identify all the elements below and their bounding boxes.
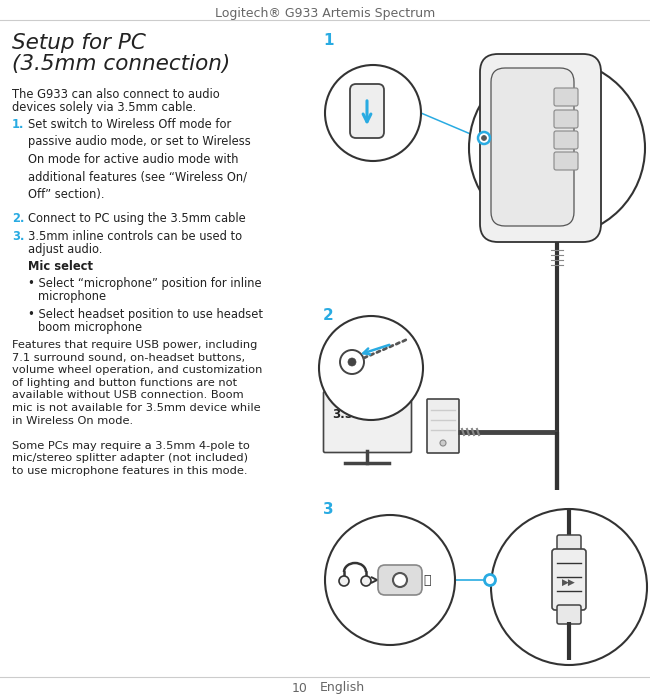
- Text: Set switch to Wireless Off mode for
passive audio mode, or set to Wireless
On mo: Set switch to Wireless Off mode for pass…: [28, 118, 251, 201]
- Circle shape: [340, 350, 364, 374]
- Text: ▶▶: ▶▶: [562, 578, 576, 587]
- Text: volume wheel operation, and customization: volume wheel operation, and customizatio…: [12, 365, 263, 375]
- Text: 1: 1: [323, 33, 333, 48]
- Text: mic/stereo splitter adapter (not included): mic/stereo splitter adapter (not include…: [12, 453, 248, 464]
- FancyBboxPatch shape: [480, 54, 601, 242]
- Text: Features that require USB power, including: Features that require USB power, includi…: [12, 340, 257, 350]
- Circle shape: [491, 509, 647, 665]
- Circle shape: [325, 65, 421, 161]
- Text: Logitech® G933 Artemis Spectrum: Logitech® G933 Artemis Spectrum: [215, 6, 435, 19]
- Text: microphone: microphone: [38, 290, 106, 303]
- Text: 3: 3: [323, 502, 333, 517]
- FancyBboxPatch shape: [557, 605, 581, 624]
- Circle shape: [339, 576, 349, 586]
- Text: 3.: 3.: [12, 230, 25, 243]
- Circle shape: [361, 576, 371, 586]
- Text: mic is not available for 3.5mm device while: mic is not available for 3.5mm device wh…: [12, 403, 261, 413]
- Text: • Select “microphone” position for inline: • Select “microphone” position for inlin…: [28, 277, 261, 290]
- Text: Connect to PC using the 3.5mm cable: Connect to PC using the 3.5mm cable: [28, 212, 246, 225]
- Text: OFF: OFF: [356, 150, 378, 160]
- Circle shape: [469, 60, 645, 236]
- Circle shape: [393, 573, 407, 587]
- Text: adjust audio.: adjust audio.: [28, 243, 103, 256]
- Text: • Select headset position to use headset: • Select headset position to use headset: [28, 308, 263, 321]
- Text: 3.5mm: 3.5mm: [332, 408, 378, 421]
- FancyBboxPatch shape: [557, 535, 581, 554]
- Text: in Wireless On mode.: in Wireless On mode.: [12, 416, 133, 425]
- FancyBboxPatch shape: [554, 88, 578, 106]
- FancyBboxPatch shape: [324, 391, 411, 452]
- FancyBboxPatch shape: [554, 131, 578, 149]
- Text: available without USB connection. Boom: available without USB connection. Boom: [12, 391, 244, 400]
- Text: of lighting and button functions are not: of lighting and button functions are not: [12, 378, 237, 388]
- Text: The G933 can also connect to audio: The G933 can also connect to audio: [12, 88, 220, 101]
- Circle shape: [348, 358, 356, 366]
- Text: 2.: 2.: [12, 212, 25, 225]
- Text: boom microphone: boom microphone: [38, 321, 142, 334]
- Text: to use microphone features in this mode.: to use microphone features in this mode.: [12, 466, 248, 476]
- Text: Setup for PC: Setup for PC: [12, 33, 146, 53]
- Text: 7.1 surround sound, on-headset buttons,: 7.1 surround sound, on-headset buttons,: [12, 352, 245, 363]
- FancyBboxPatch shape: [491, 68, 574, 226]
- FancyBboxPatch shape: [552, 549, 586, 610]
- FancyBboxPatch shape: [554, 152, 578, 170]
- Circle shape: [482, 136, 486, 140]
- Text: Some PCs may require a 3.5mm 4-pole to: Some PCs may require a 3.5mm 4-pole to: [12, 441, 250, 451]
- Text: devices solely via 3.5mm cable.: devices solely via 3.5mm cable.: [12, 101, 196, 114]
- FancyBboxPatch shape: [554, 110, 578, 128]
- Text: (3.5mm connection): (3.5mm connection): [12, 54, 230, 74]
- Circle shape: [325, 515, 455, 645]
- FancyBboxPatch shape: [350, 84, 384, 138]
- Text: 1.: 1.: [12, 118, 25, 131]
- FancyBboxPatch shape: [427, 399, 459, 453]
- Text: 🎤: 🎤: [423, 573, 431, 587]
- Text: 3.5mm inline controls can be used to: 3.5mm inline controls can be used to: [28, 230, 242, 243]
- Text: 10: 10: [292, 682, 308, 694]
- Text: 2: 2: [323, 308, 333, 323]
- FancyBboxPatch shape: [378, 565, 422, 595]
- Text: Mic select: Mic select: [28, 260, 93, 273]
- Circle shape: [440, 440, 446, 446]
- Circle shape: [478, 132, 490, 144]
- Circle shape: [319, 316, 423, 420]
- Circle shape: [484, 575, 495, 585]
- Text: English: English: [319, 682, 365, 694]
